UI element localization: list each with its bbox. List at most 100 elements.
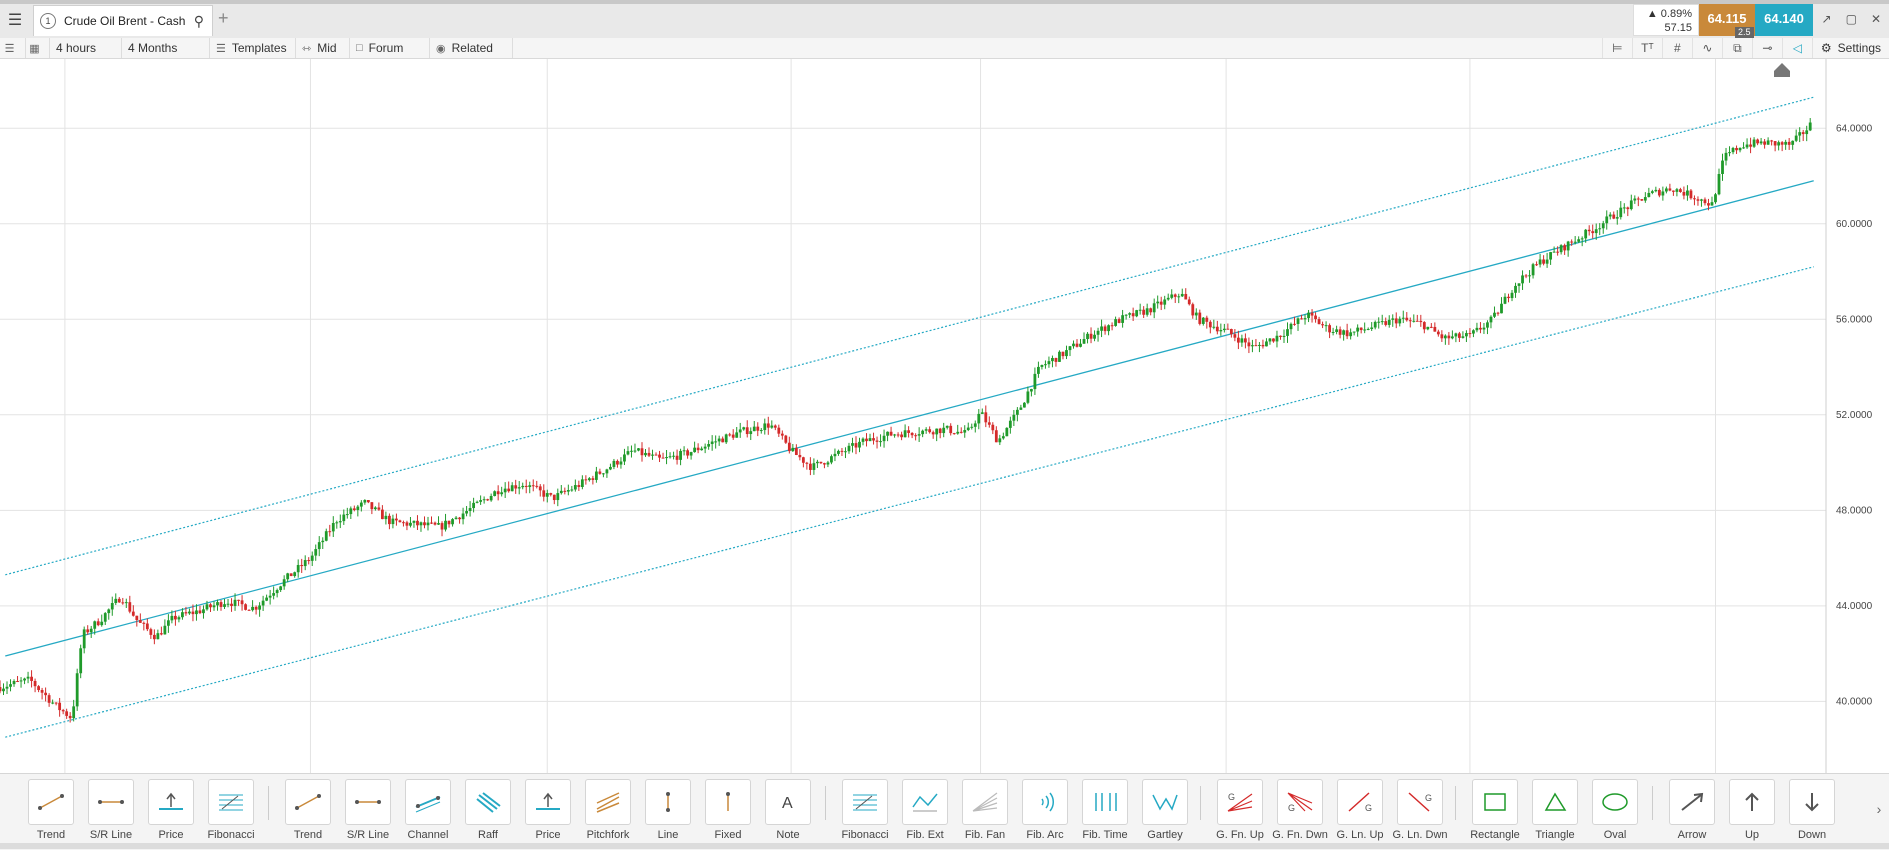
candle-body: [510, 485, 514, 492]
sell-button[interactable]: 64.115 2.5: [1699, 4, 1755, 38]
tool-arrow[interactable]: Arrow: [1663, 779, 1721, 841]
x-tick-label: 14 Feb: [1719, 59, 1751, 60]
tool-fibonacci[interactable]: Fibonacci: [836, 779, 894, 841]
tool-fib-ext[interactable]: Fib. Ext: [896, 779, 954, 841]
channel-midline[interactable]: [5, 180, 1814, 657]
settings-button[interactable]: ⚙ Settings: [1811, 38, 1889, 58]
y-tick-label: 48.0000: [1836, 505, 1873, 516]
gann-line-down-icon: G: [1397, 779, 1443, 825]
tool-fib-time[interactable]: Fib. Time: [1076, 779, 1134, 841]
candle-body: [1026, 391, 1030, 403]
tool-price[interactable]: Price: [142, 779, 200, 841]
add-tab-button[interactable]: +: [218, 8, 229, 28]
collapse-icon[interactable]: ↗: [1821, 12, 1832, 26]
tool-triangle[interactable]: Triangle: [1526, 779, 1584, 841]
indicators-icon[interactable]: ∿: [1691, 38, 1722, 58]
tool-line[interactable]: Line: [639, 779, 697, 841]
candle-body: [538, 486, 542, 491]
tool-oval[interactable]: Oval: [1586, 779, 1644, 841]
candle-body: [1798, 132, 1802, 136]
tool-g-fn-up[interactable]: G G. Fn. Up: [1211, 779, 1269, 841]
tool-fixed[interactable]: Fixed: [699, 779, 757, 841]
candle-body: [412, 520, 416, 523]
tool-trend[interactable]: Trend: [22, 779, 80, 841]
candle-body: [265, 597, 269, 601]
candle-body: [1321, 324, 1324, 326]
home-icon[interactable]: [1774, 63, 1790, 77]
search-icon[interactable]: ⚲: [193, 13, 204, 29]
gann-fan-down-icon: G: [1277, 779, 1323, 825]
candle-body: [1552, 251, 1556, 253]
tool-label: Price: [158, 829, 184, 841]
text-size-icon[interactable]: Tᵀ: [1631, 38, 1662, 58]
copy-icon[interactable]: ⧉: [1721, 38, 1752, 58]
candle-body: [907, 430, 911, 433]
pin-icon[interactable]: ⊸: [1751, 38, 1782, 58]
candle-body: [1784, 141, 1788, 145]
tool-gartley[interactable]: Gartley: [1136, 779, 1194, 841]
close-icon[interactable]: ✕: [1870, 12, 1881, 26]
candle-body: [188, 611, 191, 614]
candle-body: [247, 609, 251, 611]
tool-g-ln-dwn[interactable]: G G. Ln. Dwn: [1391, 779, 1449, 841]
tool-price[interactable]: Price: [519, 779, 577, 841]
related-button[interactable]: ◉ Related: [430, 38, 513, 58]
candle-body: [942, 427, 946, 434]
crosshair-icon[interactable]: ⊨: [1601, 38, 1632, 58]
raff-icon: [465, 779, 511, 825]
candle-body: [328, 531, 332, 533]
tool-g-fn-dwn[interactable]: G G. Fn. Dwn: [1271, 779, 1329, 841]
candle-body: [1198, 312, 1202, 324]
maximize-icon[interactable]: ▢: [1845, 12, 1857, 26]
list-icon[interactable]: ☰: [0, 38, 26, 58]
tool-fib-arc[interactable]: Fib. Arc: [1016, 779, 1074, 841]
candle-body: [479, 500, 483, 502]
forum-button[interactable]: □ Forum: [350, 38, 430, 58]
candle-body: [566, 490, 570, 492]
price-chart[interactable]: 64.0000 60.0000 56.0000 52.0000 48.0000 44.00…: [0, 59, 1889, 773]
tool-trend[interactable]: Trend: [279, 779, 337, 841]
tool-s-r-line[interactable]: S/R Line: [82, 779, 140, 841]
buy-button[interactable]: 64.140: [1755, 4, 1813, 36]
interval-select[interactable]: 4 hours: [50, 38, 122, 58]
tool-pitchfork[interactable]: Pitchfork: [579, 779, 637, 841]
tool-fibonacci[interactable]: Fibonacci: [202, 779, 260, 841]
candle-body: [468, 508, 472, 512]
tool-g-ln-up[interactable]: G G. Ln. Up: [1331, 779, 1389, 841]
tool-channel[interactable]: Channel: [399, 779, 457, 841]
tag-icon[interactable]: ◁: [1781, 38, 1812, 58]
candle-body: [1335, 329, 1339, 332]
price-type-button[interactable]: ⇿ Mid: [296, 38, 350, 58]
channel-upper-line[interactable]: [5, 96, 1814, 576]
candle-body: [570, 489, 574, 491]
tool-down[interactable]: Down: [1783, 779, 1841, 841]
candle-body: [1700, 199, 1703, 201]
tool-note[interactable]: A Note: [759, 779, 817, 841]
instrument-tab[interactable]: 1 Crude Oil Brent - Cash ⚲: [33, 5, 213, 36]
candle-body: [609, 466, 612, 470]
tool-raff[interactable]: Raff: [459, 779, 517, 841]
candle-body: [1682, 191, 1686, 196]
templates-icon: ☰: [216, 42, 226, 55]
templates-button[interactable]: ☰ Templates: [210, 38, 296, 58]
candle-body: [952, 433, 956, 435]
scroll-right-icon[interactable]: ›: [1876, 801, 1882, 817]
layout-icon[interactable]: ▦: [26, 38, 50, 58]
candle-body: [331, 522, 335, 532]
tool-rectangle[interactable]: Rectangle: [1466, 779, 1524, 841]
candle-body: [1194, 312, 1198, 316]
channel-lower-line[interactable]: [5, 266, 1814, 738]
x-tick-label: 31 Jan: [1474, 59, 1504, 60]
range-select[interactable]: 4 Months: [122, 38, 210, 58]
candle-body: [1507, 296, 1510, 299]
candle-body: [1738, 147, 1742, 151]
candle-body: [1201, 317, 1205, 324]
tool-s-r-line[interactable]: S/R Line: [339, 779, 397, 841]
candle-body: [893, 434, 896, 436]
menu-icon[interactable]: ☰: [7, 12, 23, 29]
tool-fib-fan[interactable]: Fib. Fan: [956, 779, 1014, 841]
tool-up[interactable]: Up: [1723, 779, 1781, 841]
grid-icon[interactable]: #: [1661, 38, 1692, 58]
candle-body: [1612, 214, 1616, 219]
candle-body: [1742, 147, 1745, 149]
